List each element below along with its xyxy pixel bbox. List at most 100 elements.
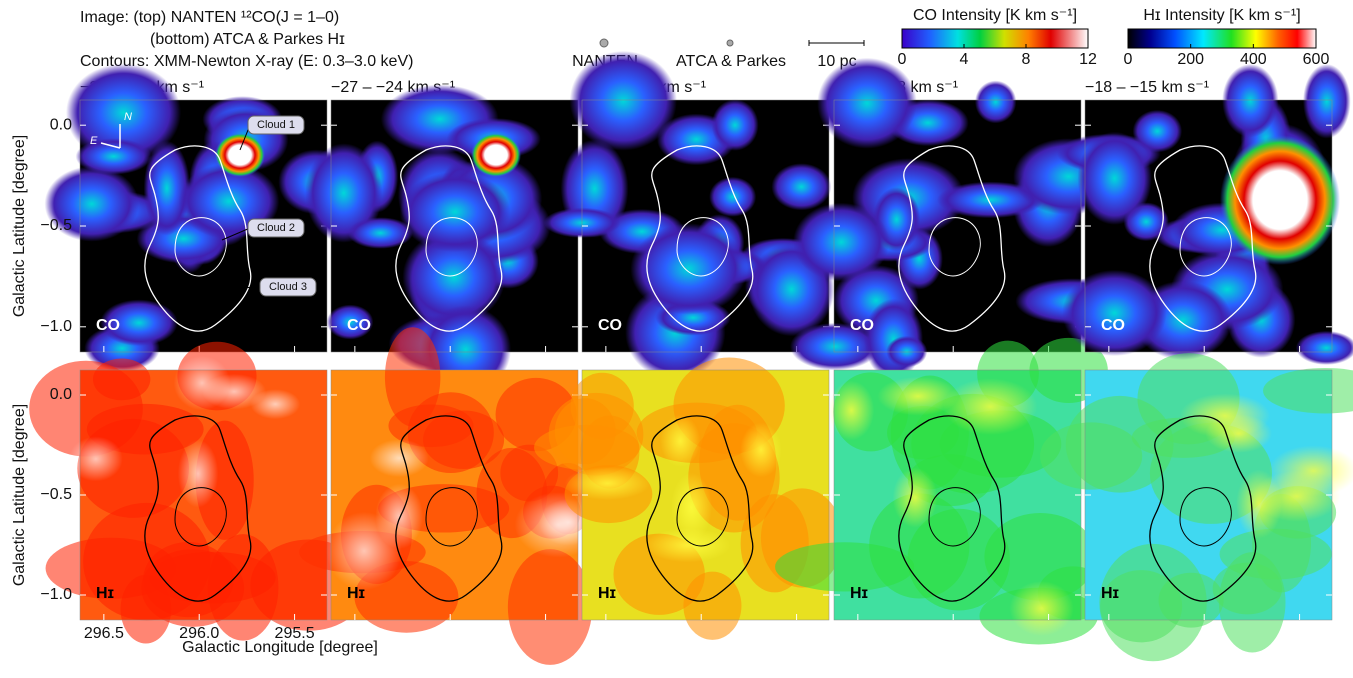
annotation-box: [247, 218, 305, 238]
xray-contour: [395, 145, 503, 332]
hi-emission: [375, 483, 424, 550]
x-tick-label: 296.5: [84, 625, 124, 642]
hi-emission: [1099, 543, 1207, 662]
scale-bar: [808, 40, 865, 46]
row-label: Hɪ: [850, 585, 868, 602]
hi-emission: [149, 551, 276, 604]
row-label: CO: [347, 317, 371, 334]
hi-emission: [1219, 528, 1332, 580]
xray-contour: [1149, 145, 1257, 332]
row-label: CO: [850, 317, 874, 334]
hi-emission: [670, 472, 712, 543]
co-emission: [1302, 64, 1351, 139]
colorbar-tick-label: 200: [1177, 51, 1204, 68]
hi-emission: [892, 467, 938, 528]
hi-emission: [1205, 414, 1273, 453]
velocity-label: −18 – −15 km s⁻¹: [1085, 79, 1209, 96]
hi-emission: [877, 376, 959, 416]
xray-contour: [928, 217, 981, 277]
hi-emission: [507, 549, 593, 665]
beam-nanten: [599, 38, 609, 48]
co-emission: [100, 299, 178, 347]
co-emission: [1077, 131, 1152, 225]
co-emission: [305, 143, 383, 243]
annotation: Cloud 3: [269, 281, 307, 293]
colorbar-tick-label: 0: [1124, 51, 1133, 68]
caption-line: (bottom) ATCA & Parkes Hɪ: [150, 31, 345, 48]
co-emission: [771, 163, 832, 211]
co-emission: [1062, 269, 1167, 357]
y-tick-label: 0.0: [50, 116, 72, 133]
xray-contour: [1149, 415, 1257, 602]
xray-contour: [898, 145, 1006, 332]
hi-emission: [564, 466, 651, 501]
row-label: CO: [96, 317, 120, 334]
annotation: Cloud 2: [257, 222, 295, 234]
co-emission: [326, 304, 374, 340]
co-emission: [630, 223, 748, 315]
compass: [100, 124, 121, 149]
row-label: CO: [598, 317, 622, 334]
co-emission: [817, 57, 917, 149]
x-tick-label: 296.0: [179, 625, 219, 642]
hi-emission: [202, 373, 267, 410]
co-emission: [75, 138, 152, 175]
xray-contour: [898, 415, 1006, 602]
xray-contour: [425, 217, 478, 277]
hi-emission: [1009, 580, 1074, 637]
compass-label: E: [90, 135, 98, 147]
hi-emission: [384, 327, 441, 427]
colorbar: [901, 28, 1089, 49]
co-emission: [1132, 109, 1183, 153]
xray-contour: [1179, 487, 1232, 547]
co-emission: [790, 322, 880, 371]
hi-emission: [984, 512, 1097, 601]
row-label: CO: [1101, 317, 1125, 334]
co-emission: [399, 171, 511, 253]
co-emission: [1222, 64, 1279, 138]
hi-emission: [1263, 368, 1353, 414]
y-tick-label: −1.0: [40, 318, 72, 335]
co-peak: [1220, 135, 1340, 265]
colorbar-tick-label: 8: [1022, 51, 1031, 68]
co-peak: [215, 133, 265, 177]
y-tick-label: 0.0: [50, 386, 72, 403]
xray-contour: [676, 217, 729, 277]
xray-contour: [646, 415, 754, 602]
xray-contour: [144, 145, 252, 332]
row-label: Hɪ: [96, 585, 114, 602]
colorbar-title: CO Intensity [K km s⁻¹]: [913, 7, 1077, 24]
xray-contour: [144, 415, 252, 602]
beam-atca: [726, 39, 734, 47]
annotation-pointer: [237, 286, 263, 289]
hi-emission: [369, 439, 429, 478]
y-axis-label: Galactic Latitude [degree]: [11, 404, 28, 586]
co-emission: [402, 230, 506, 325]
caption-line: Image: (top) NANTEN ¹²CO(J = 1–0): [80, 9, 339, 26]
colorbar-title: Hɪ Intensity [K km s⁻¹]: [1143, 7, 1300, 24]
co-peak: [471, 133, 521, 177]
xray-contour: [928, 487, 981, 547]
y-tick-label: −1.0: [40, 586, 72, 603]
caption-line: Contours: XMM-Newton X-ray (E: 0.3–3.0 k…: [80, 53, 413, 70]
xray-contour: [676, 487, 729, 547]
colorbar-tick-label: 4: [960, 51, 969, 68]
row-label: Hɪ: [598, 585, 616, 602]
xray-contour: [425, 487, 478, 547]
annotation-pointer: [221, 227, 251, 241]
colorbar-tick-label: 600: [1303, 51, 1330, 68]
xray-contour: [1179, 217, 1232, 277]
hi-emission: [775, 542, 915, 592]
hi-emission: [644, 528, 731, 563]
xray-contour: [174, 217, 227, 277]
annotation: Cloud 1: [257, 119, 295, 131]
hi-emission: [45, 537, 177, 599]
hi-emission: [828, 380, 875, 441]
co-emission: [793, 202, 890, 282]
co-emission: [886, 335, 928, 368]
y-axis-label: Galactic Latitude [degree]: [11, 135, 28, 317]
x-axis-label: Galactic Longitude [degree]: [182, 639, 378, 656]
co-emission: [711, 99, 759, 151]
x-tick-label: 295.5: [275, 625, 315, 642]
